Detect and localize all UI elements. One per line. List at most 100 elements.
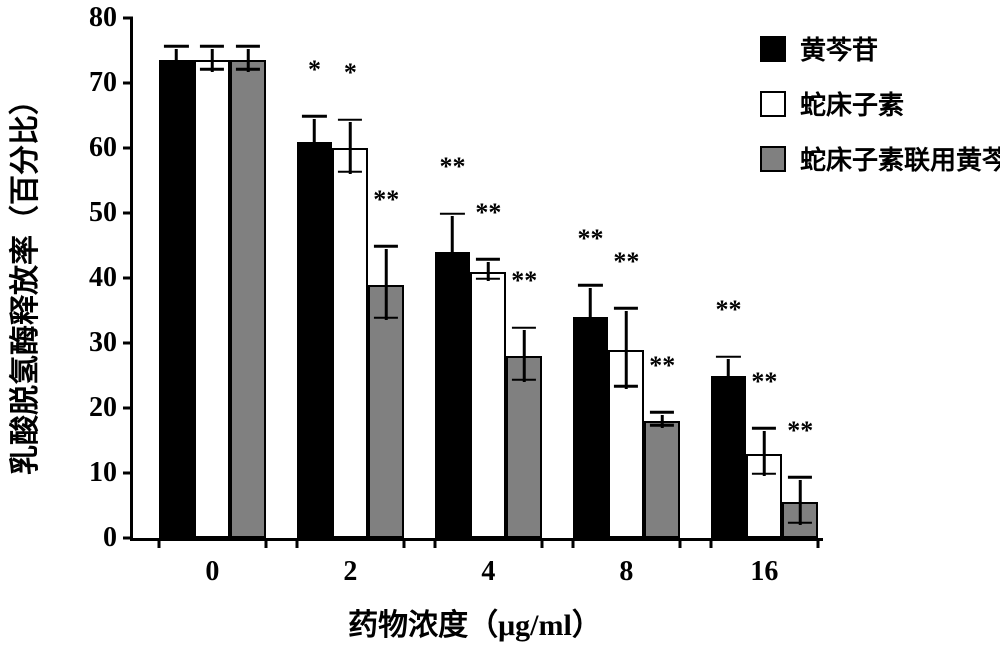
error-bar [589, 288, 592, 347]
x-tick-mark [265, 538, 268, 548]
error-cap [164, 68, 188, 71]
error-bar [799, 480, 802, 526]
y-tick-label: 30 [89, 327, 133, 359]
significance-marker: ** [511, 266, 537, 296]
significance-marker: ** [475, 198, 501, 228]
y-tick-label: 10 [89, 457, 133, 489]
error-cap [236, 45, 260, 48]
significance-marker: ** [649, 351, 675, 381]
x-tick-label: 4 [481, 538, 495, 588]
significance-marker: ** [787, 416, 813, 446]
error-cap [236, 68, 260, 71]
chart-container: 0102030405060708002****4******8******16*… [0, 0, 1000, 646]
error-cap [716, 388, 740, 391]
error-cap [512, 326, 536, 329]
bar [159, 60, 195, 538]
error-cap [650, 424, 674, 427]
y-tick-label: 40 [89, 262, 133, 294]
significance-marker: * [344, 58, 357, 88]
x-tick-mark [295, 538, 298, 548]
bar [368, 285, 404, 539]
bar [194, 60, 230, 538]
y-tick-label: 0 [103, 522, 133, 554]
x-tick-mark [157, 538, 160, 548]
legend-swatch [760, 146, 786, 172]
x-tick-mark [541, 538, 544, 548]
error-bar [763, 431, 766, 477]
error-bar [451, 216, 454, 288]
x-tick-mark [709, 538, 712, 548]
x-tick-mark [679, 538, 682, 548]
significance-marker: ** [715, 295, 741, 325]
y-tick-label: 20 [89, 392, 133, 424]
error-bar [349, 122, 352, 174]
error-bar [523, 330, 526, 382]
bar [573, 317, 609, 538]
significance-marker: ** [577, 224, 603, 254]
error-cap [302, 161, 326, 164]
error-bar [625, 311, 628, 389]
legend-item: 黄芩苷 [760, 30, 1000, 67]
x-tick-label: 2 [343, 538, 357, 588]
legend-item: 蛇床子素联用黄芩苷 [760, 140, 1000, 177]
error-cap [578, 284, 602, 287]
plot-area: 0102030405060708002****4******8******16*… [130, 18, 823, 541]
bar [506, 356, 542, 538]
x-tick-label: 8 [619, 538, 633, 588]
significance-marker: ** [439, 152, 465, 182]
y-tick-label: 80 [89, 2, 133, 34]
legend-item: 蛇床子素 [760, 85, 1000, 122]
bar [297, 142, 333, 539]
legend-label: 黄芩苷 [800, 30, 878, 67]
bar [711, 376, 747, 539]
significance-marker: ** [373, 185, 399, 215]
significance-marker: ** [751, 367, 777, 397]
bar [332, 148, 368, 538]
y-axis-title: 乳酸脱氢酶释放率（百分比） [0, 85, 44, 475]
x-tick-label: 0 [205, 538, 219, 588]
error-cap [614, 385, 638, 388]
error-cap [512, 378, 536, 381]
x-tick-mark [433, 538, 436, 548]
bar [230, 60, 266, 538]
y-tick-label: 60 [89, 132, 133, 164]
y-tick-label: 70 [89, 67, 133, 99]
error-cap [164, 45, 188, 48]
error-cap [440, 213, 464, 216]
error-cap [578, 343, 602, 346]
legend-label: 蛇床子素联用黄芩苷 [800, 140, 1000, 177]
error-cap [374, 317, 398, 320]
y-tick-label: 50 [89, 197, 133, 229]
error-cap [788, 521, 812, 524]
error-cap [338, 170, 362, 173]
error-cap [650, 411, 674, 414]
legend-swatch [760, 91, 786, 117]
legend-swatch [760, 36, 786, 62]
error-cap [200, 45, 224, 48]
error-cap [752, 473, 776, 476]
error-cap [476, 258, 500, 261]
significance-marker: ** [613, 247, 639, 277]
x-tick-mark [817, 538, 820, 548]
x-tick-mark [403, 538, 406, 548]
bar [644, 421, 680, 538]
legend-label: 蛇床子素 [800, 85, 904, 122]
error-cap [374, 245, 398, 248]
legend: 黄芩苷蛇床子素蛇床子素联用黄芩苷 [760, 30, 1000, 195]
x-tick-label: 16 [750, 538, 778, 588]
error-cap [302, 115, 326, 118]
bar [470, 272, 506, 539]
significance-marker: * [308, 55, 321, 85]
error-cap [788, 476, 812, 479]
error-cap [440, 284, 464, 287]
error-cap [614, 307, 638, 310]
error-bar [385, 249, 388, 321]
error-cap [716, 356, 740, 359]
error-bar [727, 359, 730, 392]
error-bar [313, 119, 316, 165]
error-cap [476, 278, 500, 281]
error-cap [338, 118, 362, 121]
error-cap [200, 68, 224, 71]
bar [435, 252, 471, 538]
error-cap [752, 427, 776, 430]
